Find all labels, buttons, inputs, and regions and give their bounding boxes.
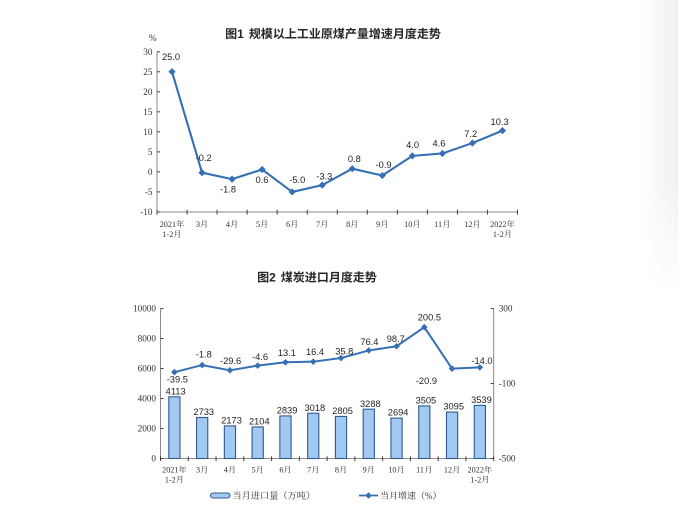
- svg-text:-100: -100: [499, 379, 516, 389]
- svg-text:25.0: 25.0: [162, 52, 180, 62]
- svg-text:0.8: 0.8: [348, 154, 361, 164]
- svg-text:9: 9: [376, 220, 380, 229]
- svg-text:0.6: 0.6: [255, 175, 268, 185]
- svg-text:4: 4: [224, 466, 228, 475]
- svg-text:-39.5: -39.5: [167, 374, 188, 384]
- svg-text:8: 8: [346, 220, 350, 229]
- svg-text:76.4: 76.4: [360, 337, 378, 347]
- svg-text:11: 11: [416, 466, 424, 475]
- svg-text:35.8: 35.8: [335, 346, 353, 356]
- svg-text:98.7: 98.7: [387, 334, 405, 344]
- svg-text:6: 6: [286, 220, 290, 229]
- svg-text:10.3: 10.3: [491, 117, 509, 127]
- svg-text:30: 30: [143, 47, 153, 57]
- svg-text:1: 1: [237, 27, 244, 41]
- svg-text:-29.6: -29.6: [220, 356, 241, 366]
- svg-text:2839: 2839: [277, 406, 298, 416]
- svg-text:2104: 2104: [249, 417, 270, 427]
- svg-text:1-2: 1-2: [162, 230, 173, 239]
- svg-text:%: %: [149, 33, 157, 43]
- svg-text:-3.3: -3.3: [316, 171, 332, 181]
- svg-text:3: 3: [196, 220, 200, 229]
- svg-text:7: 7: [316, 220, 320, 229]
- svg-text:25: 25: [143, 67, 153, 77]
- svg-text:16.4: 16.4: [306, 347, 324, 357]
- svg-text:200.5: 200.5: [418, 312, 441, 322]
- svg-text:-10: -10: [140, 207, 153, 217]
- svg-text:8000: 8000: [138, 334, 157, 344]
- svg-text:-1.8: -1.8: [196, 350, 212, 360]
- svg-text:4: 4: [226, 220, 230, 229]
- svg-text:3018: 3018: [304, 403, 325, 413]
- svg-text:-5.0: -5.0: [289, 175, 305, 185]
- svg-text:20: 20: [143, 87, 153, 97]
- svg-text:3539: 3539: [471, 395, 492, 405]
- svg-text:6000: 6000: [138, 364, 157, 374]
- svg-text:15: 15: [143, 107, 153, 117]
- svg-text:2021: 2021: [162, 466, 178, 475]
- svg-text:-14.0: -14.0: [471, 356, 492, 366]
- svg-text:%: %: [425, 491, 433, 501]
- svg-text:-500: -500: [499, 454, 516, 464]
- svg-text:300: 300: [499, 304, 513, 314]
- svg-text:-0.2: -0.2: [196, 153, 212, 163]
- svg-text:2: 2: [269, 271, 276, 285]
- svg-text:7: 7: [307, 466, 311, 475]
- svg-text:3288: 3288: [360, 399, 381, 409]
- svg-text:10000: 10000: [133, 304, 156, 314]
- svg-text:2805: 2805: [332, 406, 353, 416]
- svg-text:11: 11: [434, 220, 442, 229]
- svg-text:8: 8: [335, 466, 339, 475]
- svg-text:0: 0: [151, 454, 156, 464]
- svg-text:4.6: 4.6: [432, 138, 445, 148]
- svg-text:2173: 2173: [221, 416, 242, 426]
- svg-text:4.0: 4.0: [406, 140, 419, 150]
- svg-text:10: 10: [388, 466, 396, 475]
- svg-text:3: 3: [196, 466, 200, 475]
- svg-text:10: 10: [143, 127, 153, 137]
- svg-text:2694: 2694: [388, 408, 409, 418]
- svg-text:-1.8: -1.8: [220, 184, 236, 194]
- svg-text:13.1: 13.1: [278, 348, 296, 358]
- svg-text:2022: 2022: [490, 220, 506, 229]
- svg-text:7.2: 7.2: [464, 129, 477, 139]
- svg-text:-5: -5: [145, 187, 153, 197]
- svg-text:1-2: 1-2: [493, 230, 504, 239]
- svg-text:5: 5: [148, 147, 153, 157]
- svg-text:10: 10: [404, 220, 412, 229]
- svg-text:2733: 2733: [193, 407, 214, 417]
- svg-text:2022: 2022: [468, 466, 484, 475]
- svg-text:5: 5: [256, 220, 260, 229]
- svg-text:3095: 3095: [443, 402, 464, 412]
- svg-text:2021: 2021: [160, 220, 176, 229]
- svg-text:-4.6: -4.6: [252, 352, 268, 362]
- svg-text:9: 9: [363, 466, 367, 475]
- svg-text:5: 5: [252, 466, 256, 475]
- svg-text:1-2: 1-2: [165, 475, 176, 484]
- svg-text:-20.9: -20.9: [416, 376, 437, 386]
- svg-text:2000: 2000: [138, 424, 157, 434]
- svg-text:1-2: 1-2: [470, 475, 481, 484]
- svg-text:4000: 4000: [138, 394, 157, 404]
- svg-text:3505: 3505: [416, 396, 437, 406]
- svg-text:-0.9: -0.9: [376, 160, 392, 170]
- svg-text:4113: 4113: [166, 386, 186, 396]
- svg-text:12: 12: [464, 220, 472, 229]
- svg-text:6: 6: [279, 466, 283, 475]
- svg-text:0: 0: [148, 167, 153, 177]
- svg-text:12: 12: [444, 466, 452, 475]
